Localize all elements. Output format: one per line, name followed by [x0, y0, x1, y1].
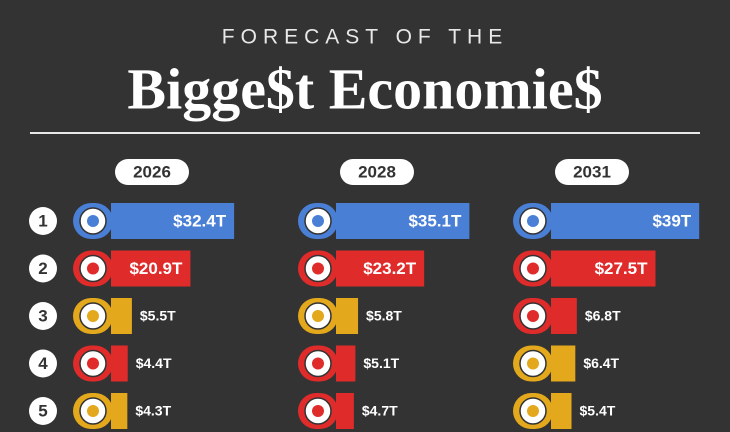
value-label: $39T — [652, 211, 691, 230]
bar — [111, 393, 128, 429]
flag-emblem — [87, 405, 99, 417]
year-pill — [115, 159, 189, 185]
bar — [551, 393, 572, 429]
rank-badge — [29, 207, 57, 235]
flag-emblem — [87, 357, 99, 370]
flag-emblem — [312, 310, 324, 322]
flag-emblem — [87, 262, 99, 275]
value-label: $35.1T — [408, 211, 462, 230]
year-label: 2028 — [358, 162, 396, 181]
bar — [111, 250, 191, 287]
rank-badge — [29, 302, 57, 330]
bar — [551, 203, 700, 239]
value-label: $27.5T — [595, 259, 649, 278]
value-label: $6.8T — [585, 308, 621, 324]
year-label: 2026 — [133, 162, 171, 181]
bar — [336, 345, 356, 382]
flag-emblem — [527, 262, 539, 275]
value-label: $5.8T — [366, 308, 402, 324]
value-label: $32.4T — [173, 211, 227, 230]
rank-badge — [29, 349, 57, 378]
value-label: $5.5T — [140, 308, 176, 324]
bar — [111, 298, 132, 334]
flag-emblem — [87, 215, 99, 227]
rank-label: 4 — [38, 354, 48, 373]
rank-label: 3 — [38, 306, 47, 325]
bar — [111, 345, 128, 382]
flag-emblem — [312, 357, 324, 370]
bar — [336, 298, 359, 334]
subtitle: Bigge$t Economie$ — [127, 56, 602, 121]
value-label: $4.4T — [136, 355, 172, 371]
bar — [111, 203, 235, 239]
value-label: $5.1T — [363, 355, 399, 371]
flag-emblem — [312, 262, 324, 275]
flag-emblem — [312, 215, 324, 227]
rank-badge — [29, 254, 57, 283]
value-label: $4.7T — [362, 403, 398, 419]
year-pill — [555, 159, 629, 185]
rank-label: 2 — [38, 259, 47, 278]
flag-emblem — [527, 215, 539, 227]
flag-emblem — [527, 357, 539, 370]
bar — [551, 345, 576, 382]
year-pill — [340, 159, 414, 185]
value-label: $5.4T — [580, 403, 616, 419]
bar — [336, 203, 470, 239]
flag-emblem — [87, 310, 99, 322]
bar — [336, 393, 354, 429]
title: FORECAST OF THE — [222, 26, 508, 49]
rank-label: 1 — [38, 211, 47, 230]
flag-emblem — [312, 405, 324, 417]
flag-emblem — [527, 310, 539, 322]
value-label: $6.4T — [583, 355, 619, 371]
bar — [551, 250, 656, 287]
bar — [551, 298, 577, 334]
flag-emblem — [527, 405, 539, 417]
rank-badge — [29, 397, 57, 425]
rank-label: 5 — [38, 401, 47, 420]
value-label: $4.3T — [135, 403, 171, 419]
value-label: $23.2T — [363, 259, 417, 278]
bar — [336, 250, 425, 287]
value-label: $20.9T — [129, 259, 183, 278]
year-label: 2031 — [573, 162, 611, 181]
